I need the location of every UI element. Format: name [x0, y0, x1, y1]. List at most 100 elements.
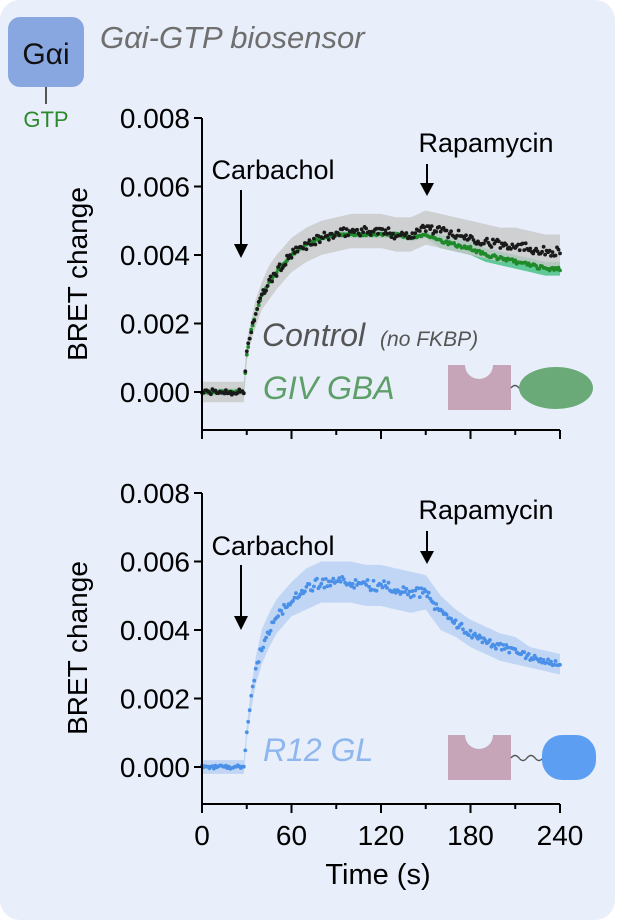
bot-point-r12-gl — [365, 578, 370, 582]
bot-point-r12-gl — [513, 647, 518, 651]
bot-point-r12-gl — [371, 578, 376, 583]
bot-point-r12-gl — [262, 638, 267, 643]
top-point-giv-gba — [246, 345, 251, 349]
bot-point-r12-gl — [440, 609, 445, 613]
top-rapamycin-arrowhead — [420, 183, 434, 196]
top-point-control — [258, 296, 263, 301]
top-point-control — [549, 254, 553, 258]
top-point-control — [376, 231, 380, 236]
top-point-control — [307, 238, 312, 243]
bot-point-r12-gl — [479, 635, 483, 640]
bot-ytick-label: 0.000 — [120, 752, 190, 783]
bot-point-r12-gl — [364, 582, 368, 587]
bot-point-r12-gl — [249, 693, 254, 698]
bot-point-r12-gl — [558, 662, 562, 667]
bot-point-r12-gl — [380, 585, 385, 590]
bot-point-r12-gl — [326, 579, 331, 584]
bot-point-r12-gl — [250, 684, 255, 689]
bot-point-r12-gl — [461, 627, 465, 632]
top-point-control — [389, 235, 394, 240]
bot-ytick-label: 0.006 — [120, 547, 190, 578]
bot-point-r12-gl — [444, 612, 449, 617]
top-point-control — [517, 248, 522, 253]
top-point-control — [306, 241, 310, 246]
bot-point-r12-gl — [552, 662, 556, 667]
bot-ytick-label: 0.002 — [120, 684, 190, 715]
top-point-control — [426, 224, 431, 229]
bottom-rapamycin-arrowhead — [420, 551, 434, 564]
bot-band-r12-gl — [202, 561, 560, 774]
bot-point-r12-gl — [320, 577, 325, 582]
top-point-control — [256, 300, 261, 304]
top-point-control — [326, 237, 331, 242]
bot-point-r12-gl — [419, 586, 424, 591]
legend-control: Control (no FKBP) — [262, 317, 478, 353]
bot-point-r12-gl — [264, 635, 268, 640]
top-point-control — [246, 341, 251, 346]
legend-giv-gba: GIV GBA — [263, 370, 395, 406]
bot-point-r12-gl — [268, 628, 273, 633]
top-point-control — [274, 274, 279, 278]
top-point-control — [253, 312, 258, 316]
bot-point-r12-gl — [285, 605, 289, 609]
top-point-control — [429, 224, 434, 229]
bot-xtick-label: 0 — [194, 820, 210, 851]
top-point-control — [286, 256, 291, 261]
bot-point-r12-gl — [319, 581, 324, 586]
bot-point-r12-gl — [501, 643, 506, 647]
top-point-control — [489, 245, 494, 249]
top-point-control — [361, 230, 365, 235]
top-point-control — [364, 226, 368, 231]
top-point-control — [320, 236, 325, 241]
top-point-control — [385, 231, 389, 236]
top-point-control — [434, 229, 439, 234]
top-point-control — [444, 228, 449, 233]
top-point-giv-gba — [444, 239, 449, 244]
bot-point-r12-gl — [337, 576, 342, 581]
top-point-control — [316, 234, 321, 238]
top-point-control — [292, 251, 297, 255]
top-point-control — [496, 239, 501, 244]
top-point-control — [294, 245, 298, 250]
top-point-control — [228, 389, 233, 394]
bot-point-r12-gl — [480, 640, 485, 645]
top-point-control — [534, 246, 538, 251]
bot-point-r12-gl — [252, 678, 257, 683]
bot-point-r12-gl — [294, 591, 298, 595]
bot-point-r12-gl — [367, 584, 371, 589]
top-point-control — [337, 233, 342, 238]
top-point-giv-gba — [244, 352, 249, 357]
top-point-control — [437, 225, 442, 229]
top-point-control — [408, 236, 413, 240]
top-rapamycin-label: Rapamycin — [418, 128, 553, 158]
bot-point-r12-gl — [416, 586, 421, 591]
bot-point-r12-gl — [476, 636, 480, 641]
bot-point-r12-gl — [335, 579, 340, 584]
top-point-control — [528, 246, 533, 251]
top-point-control — [222, 391, 227, 396]
top-point-control — [523, 241, 528, 246]
bot-point-r12-gl — [307, 582, 312, 587]
legend-control-name: Control — [262, 317, 366, 353]
top-point-control — [367, 229, 371, 234]
bot-point-r12-gl — [432, 607, 437, 612]
top-point-control — [244, 349, 249, 354]
top-point-control — [303, 241, 307, 245]
top-point-control — [462, 236, 467, 241]
top-point-control — [467, 236, 471, 241]
bot-point-r12-gl — [267, 632, 271, 636]
bot-point-r12-gl — [406, 592, 410, 597]
bot-ytick-label: 0.008 — [120, 478, 190, 509]
top-point-control — [504, 243, 509, 247]
bot-point-r12-gl — [352, 585, 356, 590]
bot-point-r12-gl — [538, 657, 543, 661]
bot-point-r12-gl — [323, 577, 328, 581]
top-point-control — [464, 233, 468, 238]
top-point-control — [247, 336, 252, 341]
top-point-control — [359, 227, 364, 232]
bot-point-r12-gl — [347, 581, 352, 586]
bot-point-r12-gl — [271, 620, 276, 625]
